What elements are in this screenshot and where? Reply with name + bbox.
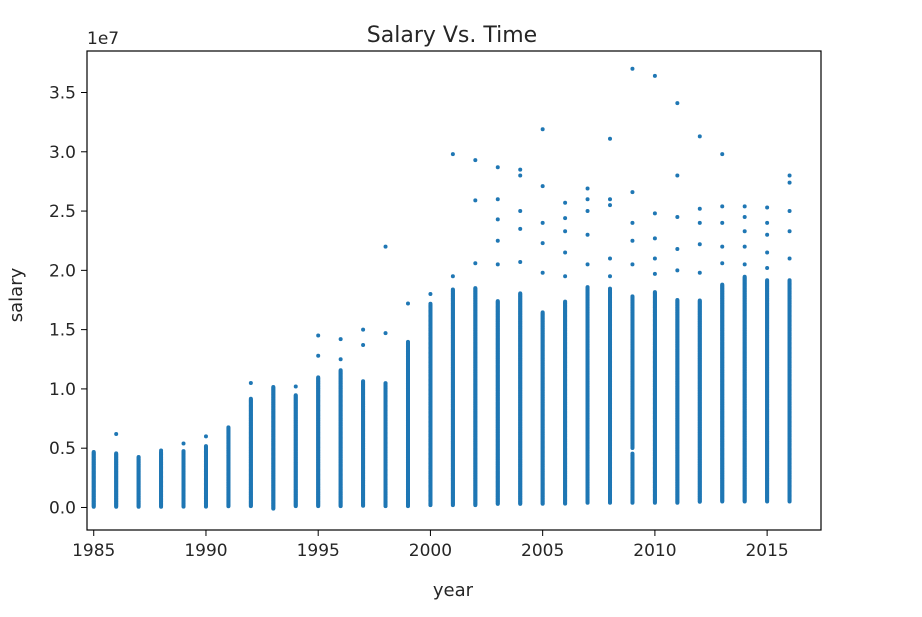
data-point-outlier (518, 167, 523, 172)
data-point-outlier (608, 256, 613, 261)
data-point-outlier (630, 190, 635, 195)
data-point (630, 451, 635, 456)
data-point-outlier (293, 384, 298, 389)
data-point-outlier (563, 216, 568, 221)
data-point-outlier (608, 197, 613, 202)
data-point-outlier (540, 220, 545, 225)
data-point-outlier (428, 292, 433, 297)
data-point-outlier (540, 127, 545, 132)
data-point-outlier (159, 448, 164, 453)
data-point-outlier (473, 261, 478, 266)
data-point-outlier (540, 270, 545, 275)
data-point (495, 299, 500, 304)
data-point-outlier (608, 274, 613, 279)
data-point-outlier (563, 200, 568, 205)
data-point (91, 449, 96, 454)
data-point-outlier (630, 238, 635, 243)
data-point-outlier (585, 197, 590, 202)
data-point-outlier (608, 136, 613, 141)
data-point (450, 287, 455, 292)
data-point-outlier (181, 441, 186, 446)
data-point-outlier (518, 209, 523, 214)
data-point-outlier (518, 173, 523, 178)
data-point (293, 393, 298, 398)
data-point (518, 291, 523, 296)
data-point-outlier (338, 337, 343, 342)
data-point-outlier (585, 262, 590, 267)
data-point (473, 286, 478, 291)
data-point-outlier (563, 274, 568, 279)
data-point-outlier (630, 262, 635, 267)
data-point (203, 444, 208, 449)
data-point-outlier (203, 434, 208, 439)
data-point-outlier (114, 431, 119, 436)
data-point-outlier (495, 238, 500, 243)
data-point (226, 425, 231, 430)
data-point-outlier (248, 380, 253, 385)
data-point-outlier (495, 217, 500, 222)
data-point (630, 294, 635, 299)
data-point-outlier (316, 353, 321, 358)
data-point-outlier (405, 301, 410, 306)
data-point-outlier (608, 203, 613, 208)
data-point-outlier (495, 165, 500, 170)
data-point-outlier (630, 220, 635, 225)
data-point (540, 310, 545, 315)
plot-frame (86, 50, 822, 531)
data-point-outlier (563, 229, 568, 234)
data-point-outlier (630, 66, 635, 71)
data-point-outlier (383, 331, 388, 336)
data-point (383, 381, 388, 386)
data-point (405, 339, 410, 344)
data-point-outlier (450, 152, 455, 157)
data-point (316, 375, 321, 380)
data-point-outlier (450, 274, 455, 279)
data-point (608, 286, 613, 291)
data-point (428, 301, 433, 306)
data-point-outlier (585, 232, 590, 237)
data-point (361, 379, 366, 384)
data-point-outlier (383, 244, 388, 249)
data-point-outlier (495, 262, 500, 267)
data-point-outlier (518, 226, 523, 231)
data-point (271, 385, 276, 390)
data-point-outlier (361, 343, 366, 348)
data-point-outlier (338, 357, 343, 362)
data-point-outlier (518, 260, 523, 265)
data-point-outlier (316, 333, 321, 338)
data-point (114, 451, 119, 456)
data-point-outlier (540, 184, 545, 189)
data-point-outlier (473, 198, 478, 203)
data-point (585, 285, 590, 290)
data-point-outlier (585, 209, 590, 214)
data-point (136, 454, 141, 459)
data-point (563, 299, 568, 304)
data-point-outlier (563, 250, 568, 255)
data-point (248, 396, 253, 401)
data-point-outlier (473, 158, 478, 163)
data-points (91, 66, 792, 511)
data-point-outlier (495, 197, 500, 202)
data-point-outlier (585, 186, 590, 191)
data-point (181, 449, 186, 454)
data-point-outlier (540, 241, 545, 246)
data-point-outlier (361, 327, 366, 332)
data-point (338, 368, 343, 373)
